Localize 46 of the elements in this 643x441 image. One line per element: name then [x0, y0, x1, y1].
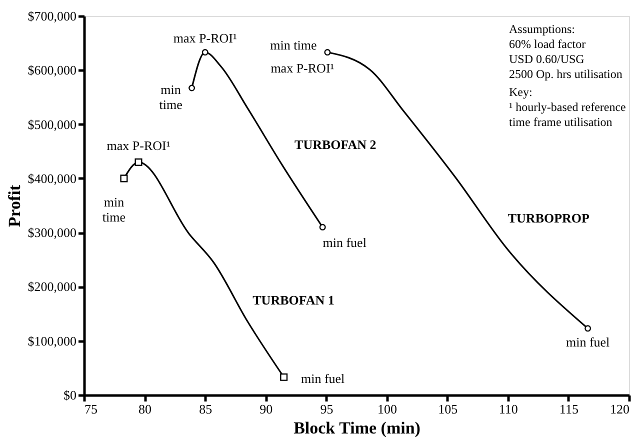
y-tick-label: $300,000	[28, 225, 76, 240]
x-tick-label: 110	[498, 402, 518, 416]
annotation: Assumptions:	[509, 22, 576, 36]
annotation: ¹ hourly-based reference time frame utilisation	[509, 100, 626, 129]
y-tick-label: $200,000	[28, 279, 76, 294]
point	[188, 84, 196, 92]
point	[319, 224, 326, 230]
y-tick-label: $600,000	[28, 62, 76, 78]
x-tick-label: 95	[320, 402, 334, 416]
point	[280, 373, 288, 381]
annotation: min fuel	[566, 334, 610, 350]
y-axis-title: Profit	[4, 184, 24, 228]
annotation: TURBOPROP	[508, 210, 590, 226]
point	[324, 49, 331, 56]
x-tick-label: 85	[199, 402, 212, 416]
point	[584, 325, 592, 332]
x-tick-label: 90	[260, 402, 273, 416]
annotation: min time	[270, 37, 317, 52]
y-tick-label: $400,000	[28, 170, 76, 186]
point	[202, 49, 208, 56]
annotation: TURBOFAN 1	[252, 292, 334, 308]
annotation: min fuel	[300, 371, 346, 386]
annotation: 60% load factor	[509, 37, 586, 51]
x-tick-label: 105	[438, 402, 458, 416]
annotation: max P-ROI¹	[106, 138, 170, 154]
annotation: min time	[102, 194, 126, 224]
x-tick-label: 80	[138, 402, 152, 416]
x-tick-label: 100	[378, 402, 398, 416]
annotation: USD 0.60/USG	[509, 52, 585, 66]
point	[134, 158, 142, 166]
x-tick-label: 75	[84, 402, 98, 416]
y-tick-label: $500,000	[28, 116, 76, 132]
annotation: max P-ROI¹	[173, 30, 237, 46]
y-tick-label: $0	[64, 388, 76, 402]
point	[120, 174, 128, 182]
annotation: min fuel	[322, 235, 367, 250]
annotation: min time	[159, 82, 183, 112]
x-tick-label: 120	[610, 402, 630, 416]
annotation: 2500 Op. hrs utilisation	[509, 67, 622, 81]
annotation: max P-ROI¹	[270, 60, 334, 76]
annotation: TURBOFAN 2	[294, 136, 376, 152]
x-axis-title: Block Time (min)	[294, 418, 420, 438]
y-tick-label: $700,000	[28, 8, 76, 24]
y-tick-label: $100,000	[28, 333, 76, 348]
annotation: Key:	[509, 85, 532, 99]
x-tick-label: 115	[559, 402, 578, 416]
